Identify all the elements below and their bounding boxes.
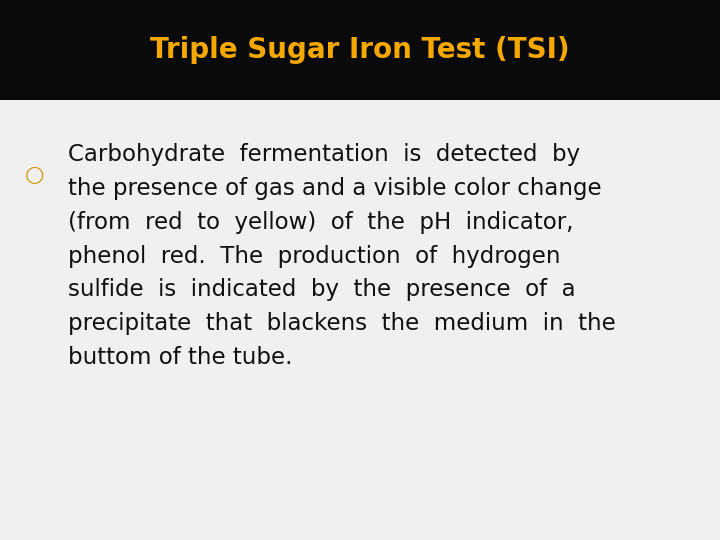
FancyBboxPatch shape xyxy=(0,0,720,100)
Text: Carbohydrate  fermentation  is  detected  by
the presence of gas and a visible c: Carbohydrate fermentation is detected by… xyxy=(68,143,616,369)
Text: ○: ○ xyxy=(25,165,44,185)
Text: Triple Sugar Iron Test (TSI): Triple Sugar Iron Test (TSI) xyxy=(150,36,570,64)
